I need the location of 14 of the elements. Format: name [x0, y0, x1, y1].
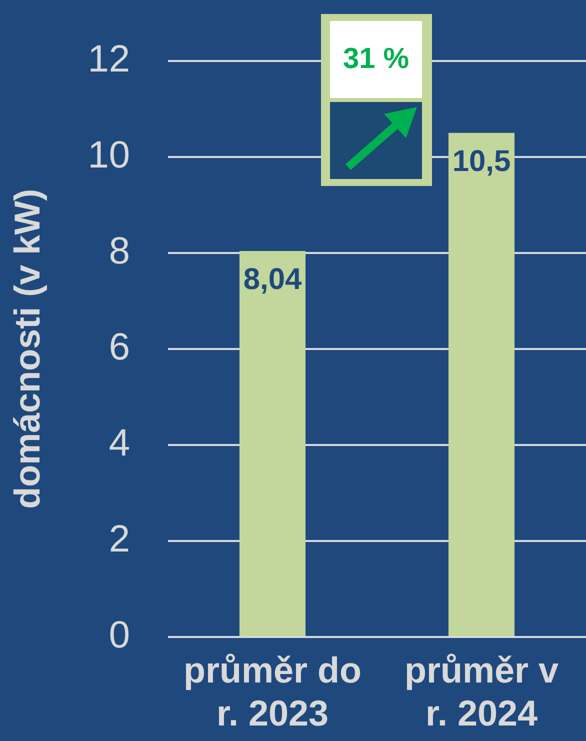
y-tick-label: 6	[108, 326, 130, 368]
callout-box: 31 %	[321, 14, 432, 186]
y-tick-label: 0	[108, 614, 130, 656]
y-tick-label: 10	[88, 134, 130, 176]
y-tick-label: 8	[108, 230, 130, 272]
x-tick-label: průměr do r. 2023	[183, 650, 362, 734]
y-tick-label: 12	[88, 38, 130, 80]
x-tick-label: průměr v r. 2024	[404, 650, 559, 734]
data-label: 8,04	[243, 263, 302, 296]
y-tick-label: 4	[108, 422, 130, 464]
y-axis-title: domácnosti (v kW)	[6, 188, 48, 509]
annotation: 31 %	[342, 43, 410, 75]
data-label: 10,5	[452, 145, 511, 178]
y-tick-label: 2	[108, 518, 130, 560]
